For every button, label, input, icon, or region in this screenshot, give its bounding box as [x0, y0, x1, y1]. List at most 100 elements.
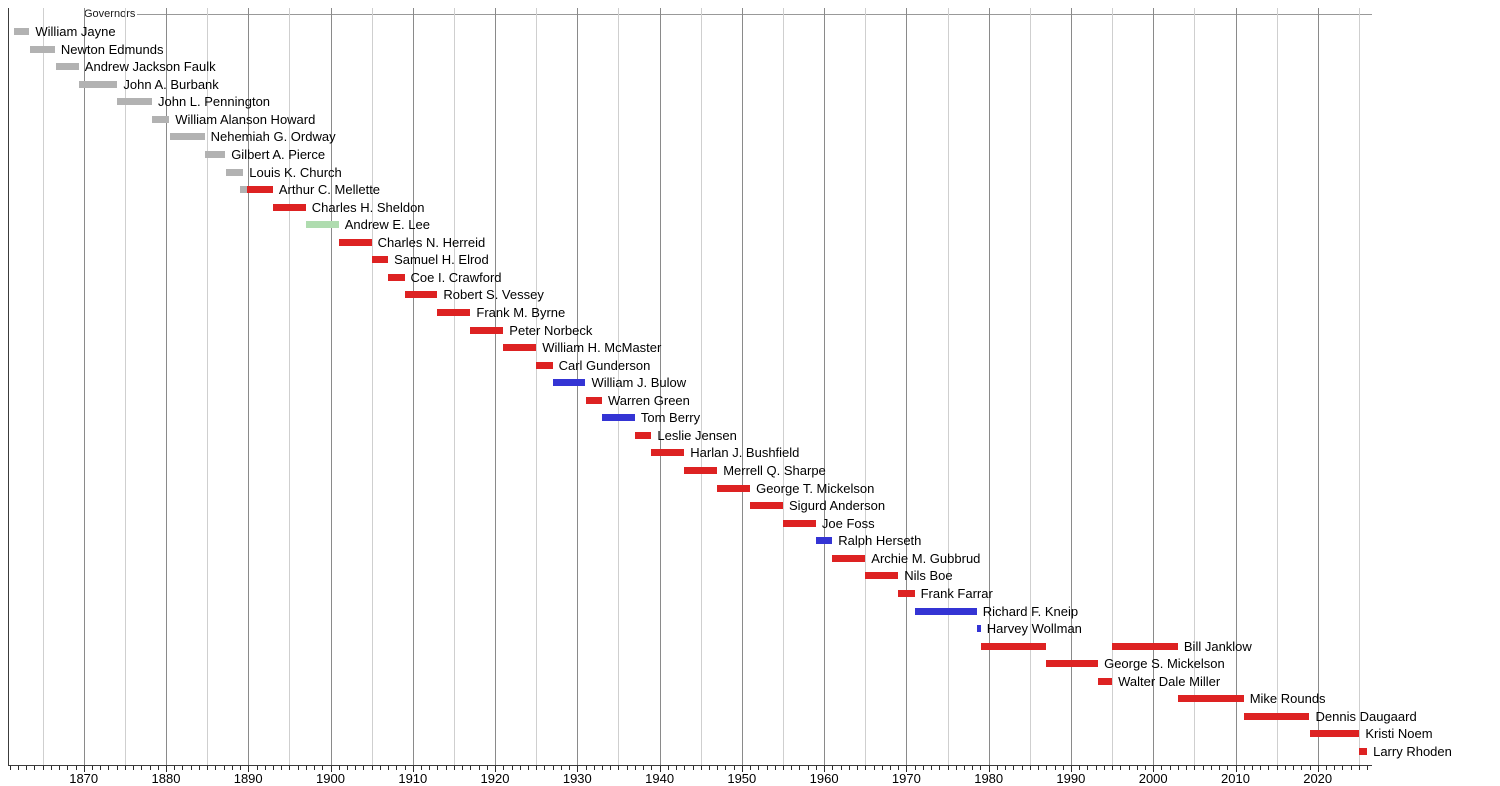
axis-tick: [157, 766, 159, 770]
axis-tick: [1350, 766, 1352, 770]
year-gridline: [248, 8, 250, 765]
axis-tick: [659, 766, 661, 772]
axis-tick: [91, 766, 93, 770]
axis-tick: [733, 766, 735, 770]
term-bar: [152, 115, 170, 123]
term-bar: [536, 361, 553, 369]
axis-tick: [667, 766, 669, 770]
axis-tick: [577, 766, 579, 772]
term-bar: [980, 642, 1047, 650]
axis-tick: [980, 766, 982, 770]
axis-tick: [544, 766, 546, 770]
term-bar: [651, 449, 685, 457]
axis-tick: [289, 766, 291, 770]
axis-tick: [59, 766, 60, 770]
axis-tick: [1136, 766, 1138, 770]
axis-tick: [700, 766, 702, 770]
governor-name-label: Peter Norbeck: [509, 322, 593, 338]
term-bar: [1112, 642, 1178, 650]
axis-year-label: 1970: [891, 771, 921, 786]
governor-name-label: William H. McMaster: [542, 340, 662, 356]
term-bar: [750, 502, 783, 510]
axis-tick: [388, 766, 390, 770]
governor-name-label: Merrell Q. Sharpe: [723, 463, 826, 478]
term-bar: [602, 414, 635, 422]
governor-name-label: George S. Mickelson: [1104, 656, 1225, 672]
term-bar: [1243, 712, 1310, 720]
axis-tick: [758, 766, 760, 770]
governor-name-label: Archie M. Gubbrud: [871, 550, 981, 566]
year-gridline: [289, 8, 291, 765]
governor-name-label: Coe I. Crawford: [410, 269, 502, 285]
governor-name-label: Nils Boe: [904, 568, 953, 584]
term-bar: [634, 431, 652, 439]
axis-tick: [988, 766, 990, 772]
axis-tick: [1268, 766, 1270, 770]
axis-tick: [783, 766, 784, 770]
axis-tick: [1046, 766, 1048, 770]
term-bar: [1309, 730, 1360, 738]
axis-tick: [602, 766, 603, 770]
axis-tick: [256, 766, 258, 770]
term-bar: [305, 221, 339, 229]
axis-tick: [174, 766, 176, 770]
axis-tick: [824, 766, 826, 772]
section-header-line: [137, 14, 1372, 15]
year-gridline: [1276, 8, 1278, 765]
term-bar: [585, 396, 602, 404]
year-gridline: [166, 8, 167, 765]
axis-tick: [996, 766, 998, 770]
governor-name-label: Sigurd Anderson: [789, 498, 886, 514]
axis-tick: [1062, 766, 1064, 770]
governor-name-label: John L. Pennington: [158, 94, 271, 110]
governor-name-label: Mike Rounds: [1249, 691, 1326, 707]
axis-year-label: 2020: [1303, 771, 1333, 786]
axis-tick: [955, 766, 957, 770]
axis-tick: [1169, 766, 1171, 770]
axis-tick: [445, 766, 447, 770]
axis-tick: [264, 766, 266, 770]
axis-tick: [519, 766, 521, 770]
term-bar: [338, 238, 372, 246]
term-bar: [976, 625, 981, 632]
governor-name-label: Dennis Daugaard: [1315, 708, 1417, 724]
axis-tick: [618, 766, 620, 770]
axis-tick: [9, 766, 11, 770]
axis-tick: [1309, 766, 1311, 770]
governor-name-label: Nehemiah G. Ordway: [210, 129, 336, 145]
governor-name-label: Larry Rhoden: [1373, 744, 1452, 759]
axis-tick: [922, 766, 924, 770]
axis-tick: [478, 766, 480, 770]
axis-tick: [1079, 766, 1081, 770]
year-gridline: [741, 8, 743, 765]
governor-name-label: Frank Farrar: [920, 585, 993, 601]
governor-name-label: Arthur C. Mellette: [278, 182, 381, 197]
governor-name-label: William Jayne: [35, 24, 116, 39]
axis-tick: [1054, 766, 1056, 770]
axis-tick: [676, 766, 677, 770]
axis-tick: [223, 766, 225, 770]
year-gridline: [83, 8, 85, 765]
year-gridline: [330, 8, 332, 765]
governor-name-label: Louis K. Church: [249, 164, 342, 180]
axis-tick: [972, 766, 974, 770]
axis-tick: [207, 766, 209, 770]
axis-tick: [281, 766, 283, 770]
year-gridline: [1029, 8, 1031, 765]
axis-year-label: 1960: [809, 771, 839, 786]
axis-tick: [766, 766, 768, 770]
year-gridline: [865, 8, 867, 765]
axis-tick: [857, 766, 858, 770]
term-bar: [470, 326, 504, 334]
axis-tick: [914, 766, 916, 770]
governor-name-label: Richard F. Kneip: [982, 603, 1079, 619]
axis-tick: [1128, 766, 1130, 770]
year-gridline: [453, 8, 455, 765]
axis-tick: [437, 766, 439, 770]
axis-tick: [536, 766, 538, 770]
year-gridline: [700, 8, 702, 765]
axis-tick: [17, 766, 19, 770]
axis-tick: [453, 766, 455, 770]
axis-tick: [108, 766, 110, 770]
